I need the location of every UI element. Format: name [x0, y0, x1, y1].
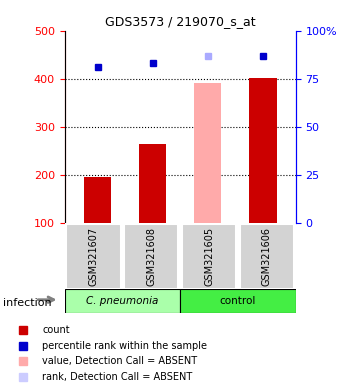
- Bar: [180, 289, 296, 313]
- Bar: [194, 83, 221, 223]
- Text: control: control: [220, 296, 256, 306]
- Text: C. pneumonia: C. pneumonia: [86, 296, 158, 306]
- Bar: [84, 177, 112, 223]
- Text: value, Detection Call = ABSENT: value, Detection Call = ABSENT: [42, 356, 197, 366]
- Text: GSM321606: GSM321606: [262, 227, 272, 286]
- Text: GSM321607: GSM321607: [88, 227, 99, 286]
- Text: GSM321608: GSM321608: [146, 227, 156, 286]
- Bar: [182, 224, 236, 289]
- Bar: [124, 224, 178, 289]
- Bar: [139, 144, 167, 223]
- Text: rank, Detection Call = ABSENT: rank, Detection Call = ABSENT: [42, 372, 192, 382]
- Title: GDS3573 / 219070_s_at: GDS3573 / 219070_s_at: [105, 15, 256, 28]
- Bar: [66, 224, 121, 289]
- Text: GSM321605: GSM321605: [204, 227, 214, 286]
- Bar: [65, 289, 180, 313]
- Text: percentile rank within the sample: percentile rank within the sample: [42, 341, 207, 351]
- Bar: [249, 78, 276, 223]
- Text: infection: infection: [3, 298, 52, 308]
- Text: count: count: [42, 325, 70, 335]
- Bar: [240, 224, 294, 289]
